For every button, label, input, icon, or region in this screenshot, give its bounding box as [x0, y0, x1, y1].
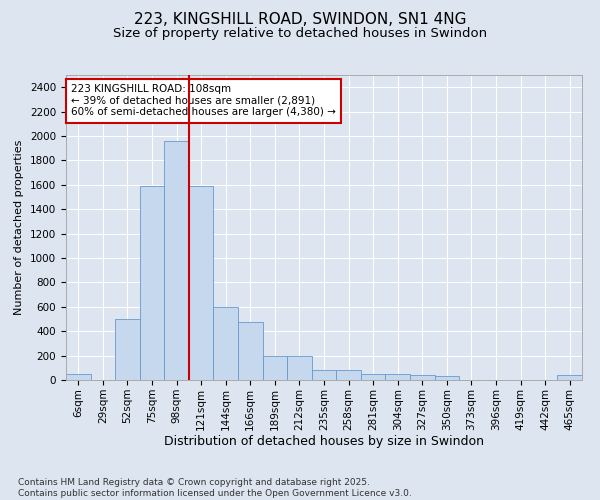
Bar	[238, 322, 263, 380]
Text: 223, KINGSHILL ROAD, SWINDON, SN1 4NG: 223, KINGSHILL ROAD, SWINDON, SN1 4NG	[134, 12, 466, 28]
Text: Size of property relative to detached houses in Swindon: Size of property relative to detached ho…	[113, 28, 487, 40]
Bar	[361, 374, 385, 380]
Bar	[385, 374, 410, 380]
Bar	[263, 356, 287, 380]
Bar	[312, 370, 336, 380]
Bar	[66, 374, 91, 380]
Text: Contains HM Land Registry data © Crown copyright and database right 2025.
Contai: Contains HM Land Registry data © Crown c…	[18, 478, 412, 498]
Bar	[164, 141, 189, 380]
Bar	[189, 186, 214, 380]
X-axis label: Distribution of detached houses by size in Swindon: Distribution of detached houses by size …	[164, 436, 484, 448]
Bar	[557, 375, 582, 380]
Bar	[336, 370, 361, 380]
Bar	[287, 356, 312, 380]
Bar	[434, 376, 459, 380]
Text: 223 KINGSHILL ROAD: 108sqm
← 39% of detached houses are smaller (2,891)
60% of s: 223 KINGSHILL ROAD: 108sqm ← 39% of deta…	[71, 84, 336, 117]
Bar	[115, 319, 140, 380]
Bar	[140, 186, 164, 380]
Bar	[214, 307, 238, 380]
Bar	[410, 375, 434, 380]
Y-axis label: Number of detached properties: Number of detached properties	[14, 140, 25, 315]
